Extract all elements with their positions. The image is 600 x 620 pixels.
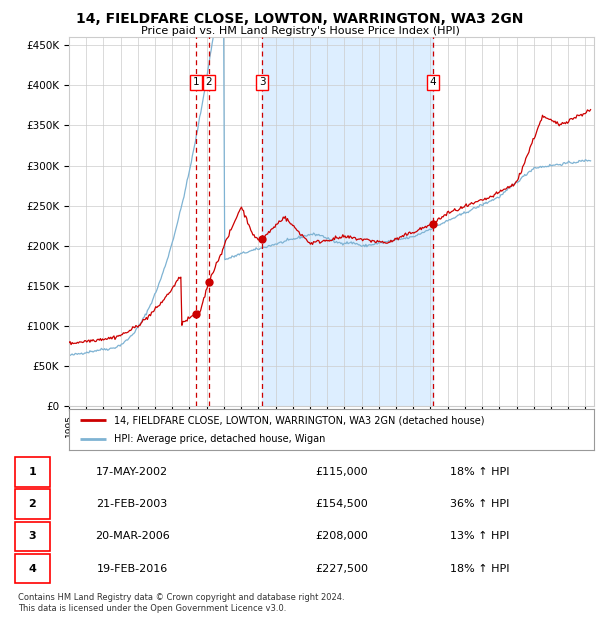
Text: 13% ↑ HPI: 13% ↑ HPI (451, 531, 509, 541)
Text: 18% ↑ HPI: 18% ↑ HPI (450, 564, 510, 574)
Text: Price paid vs. HM Land Registry's House Price Index (HPI): Price paid vs. HM Land Registry's House … (140, 26, 460, 36)
Text: 36% ↑ HPI: 36% ↑ HPI (451, 499, 509, 509)
Text: HPI: Average price, detached house, Wigan: HPI: Average price, detached house, Wiga… (113, 435, 325, 445)
Text: 19-FEB-2016: 19-FEB-2016 (97, 564, 167, 574)
Text: £227,500: £227,500 (316, 564, 368, 574)
Text: 20-MAR-2006: 20-MAR-2006 (95, 531, 169, 541)
Text: 3: 3 (259, 77, 265, 87)
Text: 14, FIELDFARE CLOSE, LOWTON, WARRINGTON, WA3 2GN (detached house): 14, FIELDFARE CLOSE, LOWTON, WARRINGTON,… (113, 415, 484, 425)
Text: 18% ↑ HPI: 18% ↑ HPI (450, 467, 510, 477)
Text: 1: 1 (193, 77, 199, 87)
Text: £115,000: £115,000 (316, 467, 368, 477)
Text: 4: 4 (430, 77, 436, 87)
Text: 17-MAY-2002: 17-MAY-2002 (96, 467, 168, 477)
Bar (262, 37, 433, 406)
Text: 4: 4 (28, 564, 37, 574)
Text: 1: 1 (29, 467, 36, 477)
Text: 2: 2 (206, 77, 212, 87)
Text: 2: 2 (29, 499, 36, 509)
Text: 3: 3 (29, 531, 36, 541)
Text: 14, FIELDFARE CLOSE, LOWTON, WARRINGTON, WA3 2GN: 14, FIELDFARE CLOSE, LOWTON, WARRINGTON,… (76, 12, 524, 27)
Text: 21-FEB-2003: 21-FEB-2003 (97, 499, 167, 509)
Text: Contains HM Land Registry data © Crown copyright and database right 2024.
This d: Contains HM Land Registry data © Crown c… (18, 593, 344, 613)
Text: £208,000: £208,000 (316, 531, 368, 541)
Text: £154,500: £154,500 (316, 499, 368, 509)
